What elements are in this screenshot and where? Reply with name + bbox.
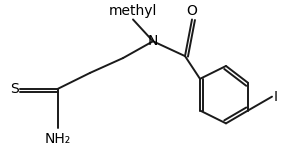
Text: O: O [187,3,197,18]
Text: N: N [148,34,158,48]
Text: methyl: methyl [109,3,157,18]
Text: I: I [274,90,278,104]
Text: S: S [10,82,19,96]
Text: NH₂: NH₂ [45,132,71,146]
